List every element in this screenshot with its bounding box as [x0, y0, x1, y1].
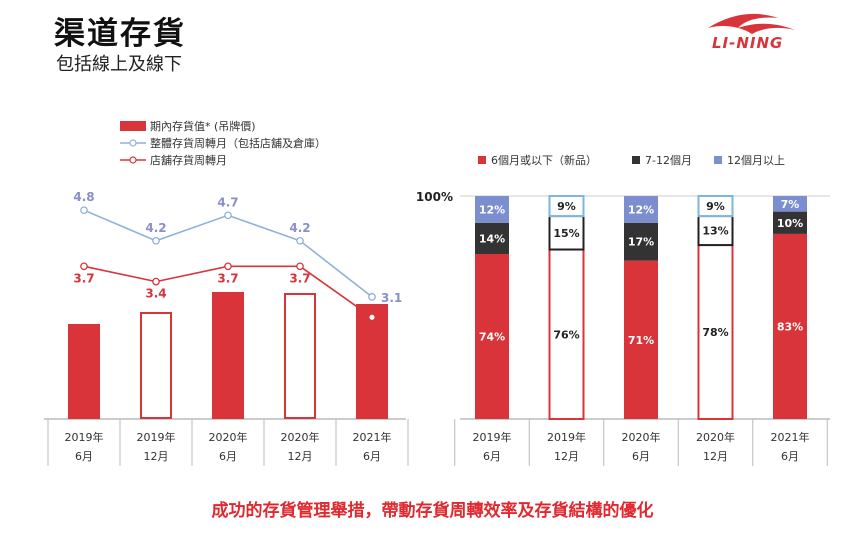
left-line-data-label: 3.7 — [217, 271, 238, 285]
right-legend-label: 12個月以上 — [727, 154, 785, 167]
right-y-axis-label-100: 100% — [416, 190, 453, 204]
left-legend-swatch-marker — [129, 139, 137, 147]
left-category-label: 6月 — [75, 450, 93, 463]
logo-text: LI-NING — [712, 34, 784, 52]
right-stacked-segment — [548, 215, 585, 251]
right-stacked-segment — [697, 244, 734, 420]
left-line-data-label: 3.7 — [73, 271, 94, 285]
right-category-label: 6月 — [483, 450, 501, 463]
right-segment-data-label: 9% — [706, 200, 725, 213]
left-legend-swatch-marker — [129, 156, 137, 164]
left-line-marker — [80, 206, 88, 215]
right-stacked-segment — [697, 195, 734, 218]
left-bar — [356, 304, 388, 419]
left-bar — [140, 312, 172, 419]
right-category-label: 2020年 — [696, 430, 735, 444]
left-legend-label: 期內存貨值* (吊牌價) — [150, 119, 256, 133]
right-stacked-segment — [624, 222, 658, 261]
left-category-label: 2020年 — [281, 430, 320, 444]
right-stacked-segment — [624, 260, 658, 419]
right-segment-data-label: 7% — [781, 198, 800, 211]
right-segment-data-label: 10% — [777, 217, 803, 230]
right-legend-swatch — [478, 156, 486, 164]
left-line-marker — [296, 262, 304, 271]
left-legend-label: 整體存貨周轉月（包括店舖及倉庫） — [150, 136, 326, 150]
right-legend-swatch — [714, 156, 722, 164]
left-category-label: 6月 — [363, 450, 381, 463]
left-category-label: 12月 — [288, 450, 313, 463]
left-line-data-label: 4.7 — [217, 195, 238, 209]
right-segment-data-label: 12% — [479, 203, 505, 216]
right-segment-data-label: 76% — [553, 328, 579, 341]
right-category-label: 12月 — [703, 450, 728, 463]
left-line-marker — [224, 211, 232, 220]
right-category-label: 2019年 — [547, 430, 586, 444]
right-segment-data-label: 14% — [479, 232, 505, 245]
left-category-label: 12月 — [144, 450, 169, 463]
right-category-label: 2021年 — [771, 430, 810, 444]
left-line-marker — [368, 313, 376, 322]
left-category-label: 2019年 — [65, 430, 104, 444]
footer-caption: 成功的存貨管理舉措，帶動存貨周轉效率及存貨結構的優化 — [211, 501, 654, 521]
left-line-marker — [296, 236, 304, 245]
right-category-label: 12月 — [554, 450, 579, 463]
right-stacked-segment — [773, 211, 807, 234]
left-legend-swatch-bar — [120, 121, 146, 131]
right-stacked-segment — [548, 248, 585, 420]
right-stacked-segment — [548, 195, 585, 218]
left-line-marker — [152, 236, 160, 245]
left-legend-label: 店舖存貨周轉月 — [150, 153, 227, 167]
right-stacked-segment — [773, 233, 807, 419]
left-category-label: 2021年 — [353, 430, 392, 444]
page-subtitle: 包括線上及線下 — [56, 54, 182, 75]
left-line-data-label: 4.2 — [289, 221, 310, 235]
left-bar — [212, 292, 244, 419]
left-category-label: 2020年 — [209, 430, 248, 444]
left-line-data-label: 4.2 — [145, 221, 166, 235]
left-category-label: 2019年 — [137, 430, 176, 444]
right-stacked-segment — [624, 196, 658, 223]
left-line-marker — [368, 293, 376, 301]
right-segment-data-label: 17% — [628, 236, 654, 249]
right-segment-data-label: 78% — [702, 326, 728, 339]
right-category-label: 6月 — [632, 450, 650, 463]
right-stacked-segment — [475, 196, 509, 223]
left-line-marker — [80, 262, 88, 271]
right-segment-data-label: 74% — [479, 330, 505, 343]
left-line-data-label: 3.4 — [145, 287, 166, 301]
right-stacked-segment — [773, 196, 807, 212]
left-bar — [284, 293, 316, 419]
left-line-data-label: 3.1 — [381, 291, 402, 305]
left-line-data-label: 2.7 — [361, 325, 382, 339]
right-category-label: 2020年 — [622, 430, 661, 444]
right-segment-data-label: 9% — [557, 200, 576, 213]
right-segment-data-label: 12% — [628, 203, 654, 216]
right-legend-swatch — [632, 156, 640, 164]
right-legend-label: 6個月或以下（新品） — [491, 153, 597, 167]
right-category-label: 2019年 — [473, 430, 512, 444]
right-segment-data-label: 71% — [628, 334, 654, 347]
left-bar — [68, 324, 100, 419]
right-stacked-segment — [475, 253, 509, 419]
left-line-data-label: 3.7 — [289, 271, 310, 285]
right-legend-label: 7-12個月 — [645, 154, 692, 167]
right-segment-data-label: 83% — [777, 320, 803, 333]
left-line-marker — [224, 262, 232, 271]
right-stacked-segment — [475, 222, 509, 254]
right-segment-data-label: 13% — [702, 225, 728, 238]
page-title: 渠道存貨 — [54, 16, 186, 52]
li-ning-logo-icon — [708, 13, 795, 34]
left-line-data-label: 4.8 — [73, 190, 94, 204]
right-category-label: 6月 — [781, 450, 799, 463]
left-line-marker — [152, 277, 160, 286]
left-category-label: 6月 — [219, 450, 237, 463]
right-segment-data-label: 15% — [553, 227, 579, 240]
